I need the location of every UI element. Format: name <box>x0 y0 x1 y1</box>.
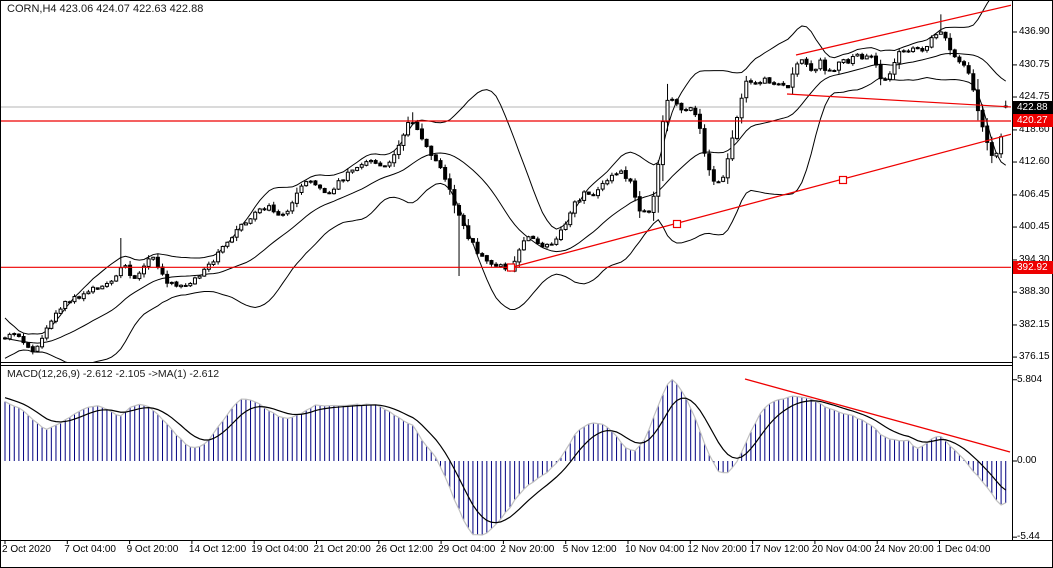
time-tick-label: 2 Oct 2020 <box>2 544 51 555</box>
time-tick-label: 12 Nov 20:00 <box>687 544 747 555</box>
price-tick-label: 400.45 <box>1019 221 1050 233</box>
symbol-title: CORN,H4 423.06 424.07 422.63 422.88 <box>7 3 204 15</box>
macd-tick-label: 0.00 <box>1017 455 1037 466</box>
current-price-badge: 422.88 <box>1013 100 1053 114</box>
time-tick-label: 9 Oct 20:00 <box>126 544 179 555</box>
time-tick-label: 5 Nov 12:00 <box>562 544 617 555</box>
price-tick-label: 412.60 <box>1019 156 1050 168</box>
price-tick-label: 376.15 <box>1019 351 1050 363</box>
hline-price-badge-420: 420.27 <box>1013 114 1053 128</box>
time-tick-label: 21 Oct 20:00 <box>313 544 371 555</box>
time-tick-label: 2 Nov 20:00 <box>500 544 555 555</box>
price-tick-label: 394.30 <box>1019 253 1050 265</box>
hline-price-badge-392: 392.92 <box>1013 260 1053 274</box>
macd-tick-label: -5.44 <box>1017 531 1040 543</box>
macd-tick-label: 5.804 <box>1017 373 1043 385</box>
time-tick-label: 1 Dec 04:00 <box>936 544 991 555</box>
time-tick-label: 19 Oct 04:00 <box>251 544 309 555</box>
price-tick-label: 382.15 <box>1019 318 1050 330</box>
price-tick-label: 418.60 <box>1019 123 1050 135</box>
macd-indicator-label: MACD(12,26,9) -2.612 -2.105 ->MA(1) -2.6… <box>7 368 220 380</box>
price-tick-label: 436.90 <box>1019 26 1050 37</box>
time-tick-label: 7 Oct 04:00 <box>64 544 116 555</box>
price-tick-label: 388.30 <box>1019 286 1050 298</box>
time-tick-label: 14 Oct 12:00 <box>188 544 247 555</box>
time-tick-label: 26 Oct 12:00 <box>375 544 434 555</box>
time-tick-label: 17 Nov 12:00 <box>749 544 810 555</box>
time-tick-label: 20 Nov 04:00 <box>811 544 872 555</box>
price-tick-label: 430.75 <box>1019 58 1050 70</box>
price-tick-label: 424.75 <box>1019 91 1050 102</box>
time-tick-label: 24 Nov 20:00 <box>874 544 934 555</box>
price-tick-label: 406.45 <box>1019 188 1050 200</box>
time-tick-label: 10 Nov 04:00 <box>625 544 685 555</box>
time-tick-label: 29 Oct 04:00 <box>438 544 496 555</box>
